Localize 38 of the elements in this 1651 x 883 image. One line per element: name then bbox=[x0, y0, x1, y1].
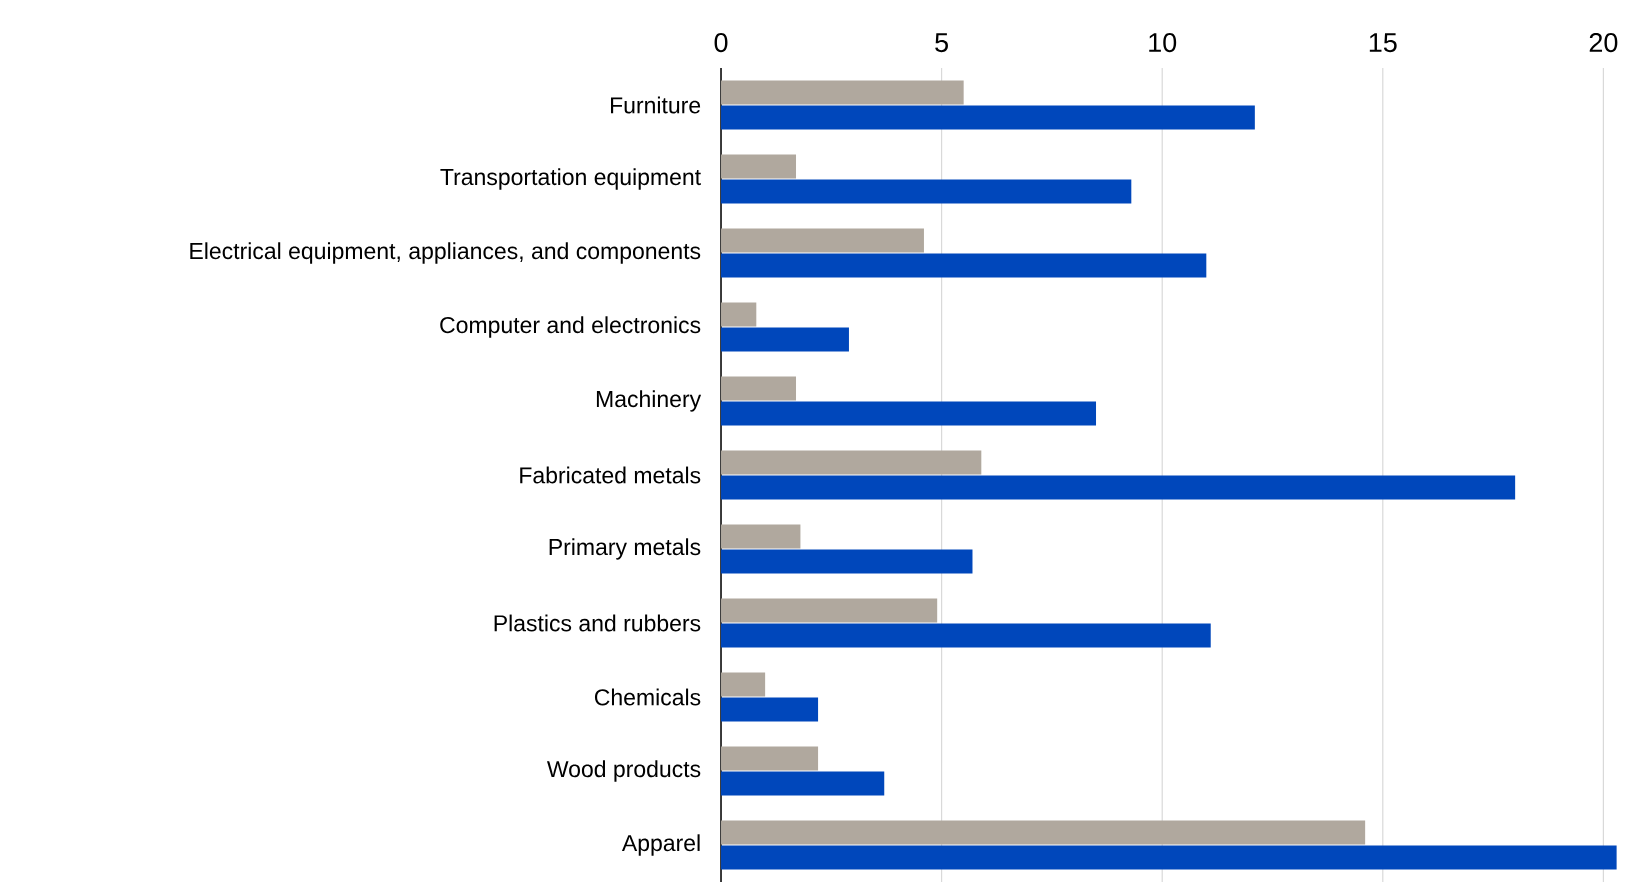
y-tick-label: Plastics and rubbers bbox=[494, 614, 701, 632]
bar bbox=[721, 598, 938, 623]
bar bbox=[721, 672, 766, 697]
x-tick-label: 0 bbox=[714, 33, 728, 53]
bar bbox=[721, 80, 964, 105]
bar bbox=[721, 327, 849, 352]
y-tick-label: Computer and electronics bbox=[440, 316, 701, 338]
bar bbox=[721, 845, 1617, 870]
y-tick-label: Machinery bbox=[596, 390, 702, 412]
bar bbox=[721, 401, 1097, 426]
x-tick-label: 5 bbox=[935, 33, 948, 53]
y-tick-label: Transportation equipment bbox=[440, 168, 701, 190]
bar bbox=[721, 475, 1516, 500]
x-tick-label: 15 bbox=[1369, 33, 1397, 53]
bar bbox=[721, 549, 973, 574]
y-tick-label: Apparel bbox=[621, 834, 700, 856]
bar bbox=[721, 376, 797, 401]
bar bbox=[721, 820, 1366, 845]
bar bbox=[721, 450, 982, 475]
bar bbox=[721, 302, 757, 327]
bar bbox=[721, 228, 924, 253]
bar bbox=[721, 154, 797, 179]
y-tick-label: Chemicals bbox=[594, 688, 701, 706]
bar bbox=[721, 746, 819, 771]
bar bbox=[721, 623, 1211, 648]
bar bbox=[721, 697, 819, 722]
x-tick-label: 20 bbox=[1589, 33, 1618, 53]
x-tick-label: 10 bbox=[1149, 33, 1177, 53]
y-tick-label: Electrical equipment, appliances, and components bbox=[190, 242, 701, 264]
bar bbox=[721, 771, 885, 796]
y-tick-label: Primary metals bbox=[549, 538, 701, 560]
bar bbox=[721, 105, 1255, 130]
bar bbox=[721, 253, 1207, 278]
y-tick-label: Wood products bbox=[546, 760, 701, 782]
y-tick-label: Fabricated metals bbox=[520, 466, 701, 484]
bar bbox=[721, 179, 1132, 204]
bar bbox=[721, 524, 801, 549]
y-tick-label: Furniture bbox=[611, 96, 701, 114]
